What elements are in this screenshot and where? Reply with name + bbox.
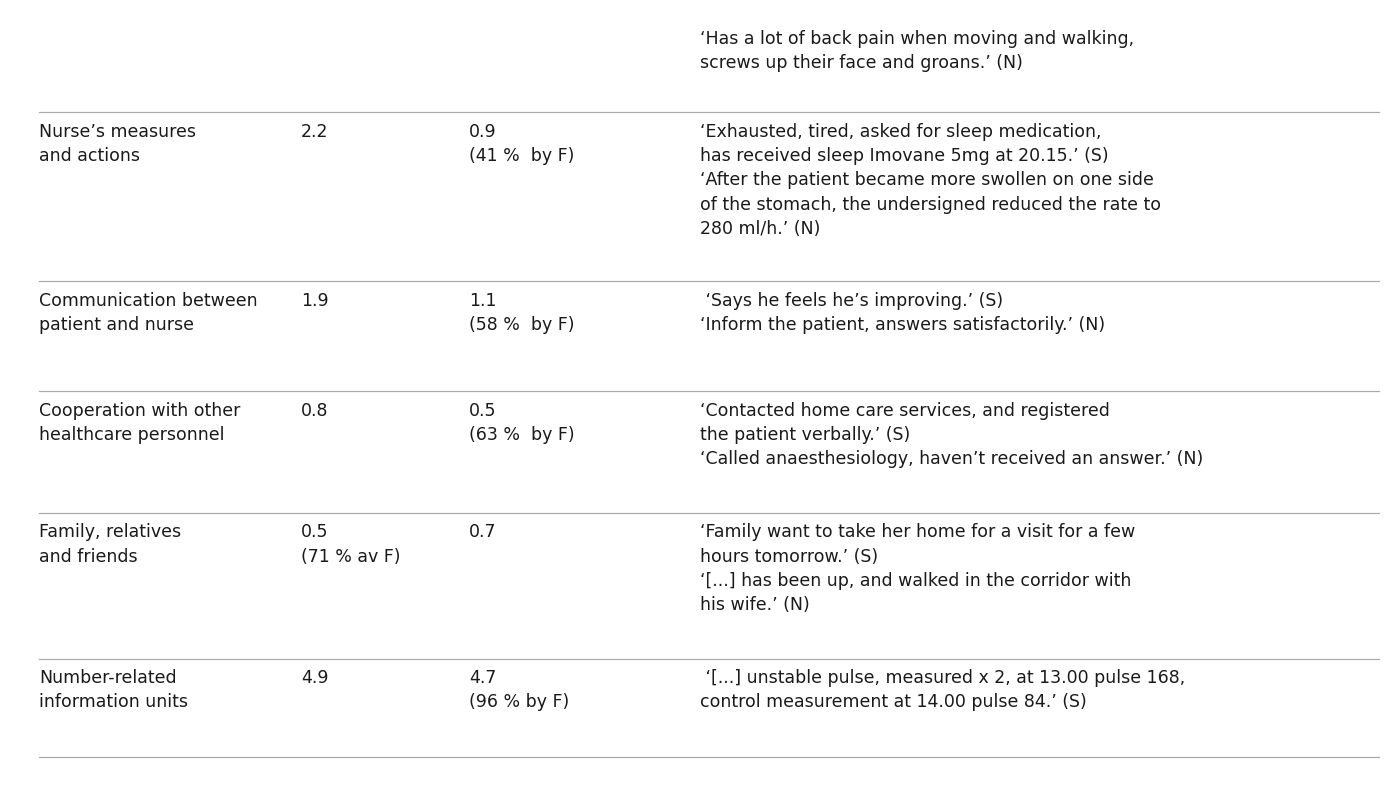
- Text: 4.7
(96 % by F): 4.7 (96 % by F): [469, 669, 570, 711]
- Text: 0.9
(41 %  by F): 0.9 (41 % by F): [469, 123, 574, 165]
- Text: ‘[...] unstable pulse, measured x 2, at 13.00 pulse 168,
control measurement at : ‘[...] unstable pulse, measured x 2, at …: [700, 669, 1186, 711]
- Text: ‘Exhausted, tired, asked for sleep medication,
has received sleep Imovane 5mg at: ‘Exhausted, tired, asked for sleep medic…: [700, 123, 1161, 238]
- Text: 0.5
(71 % av F): 0.5 (71 % av F): [301, 523, 400, 566]
- Text: 4.9: 4.9: [301, 669, 329, 687]
- Text: 0.8: 0.8: [301, 402, 329, 420]
- Text: 1.1
(58 %  by F): 1.1 (58 % by F): [469, 292, 574, 334]
- Text: ‘Says he feels he’s improving.’ (S)
‘Inform the patient, answers satisfactorily.: ‘Says he feels he’s improving.’ (S) ‘Inf…: [700, 292, 1105, 334]
- Text: ‘Family want to take her home for a visit for a few
hours tomorrow.’ (S)
‘[...] : ‘Family want to take her home for a visi…: [700, 523, 1135, 615]
- Text: 2.2: 2.2: [301, 123, 329, 141]
- Text: ‘Contacted home care services, and registered
the patient verbally.’ (S)
‘Called: ‘Contacted home care services, and regis…: [700, 402, 1203, 468]
- Text: 0.5
(63 %  by F): 0.5 (63 % by F): [469, 402, 574, 444]
- Text: Cooperation with other
healthcare personnel: Cooperation with other healthcare person…: [39, 402, 241, 444]
- Text: ‘Has a lot of back pain when moving and walking,
screws up their face and groans: ‘Has a lot of back pain when moving and …: [700, 30, 1134, 72]
- Text: 0.7: 0.7: [469, 523, 497, 542]
- Text: 1.9: 1.9: [301, 292, 329, 310]
- Text: Number-related
information units: Number-related information units: [39, 669, 188, 711]
- Text: Family, relatives
and friends: Family, relatives and friends: [39, 523, 182, 566]
- Text: Communication between
patient and nurse: Communication between patient and nurse: [39, 292, 258, 334]
- Text: Nurse’s measures
and actions: Nurse’s measures and actions: [39, 123, 196, 165]
